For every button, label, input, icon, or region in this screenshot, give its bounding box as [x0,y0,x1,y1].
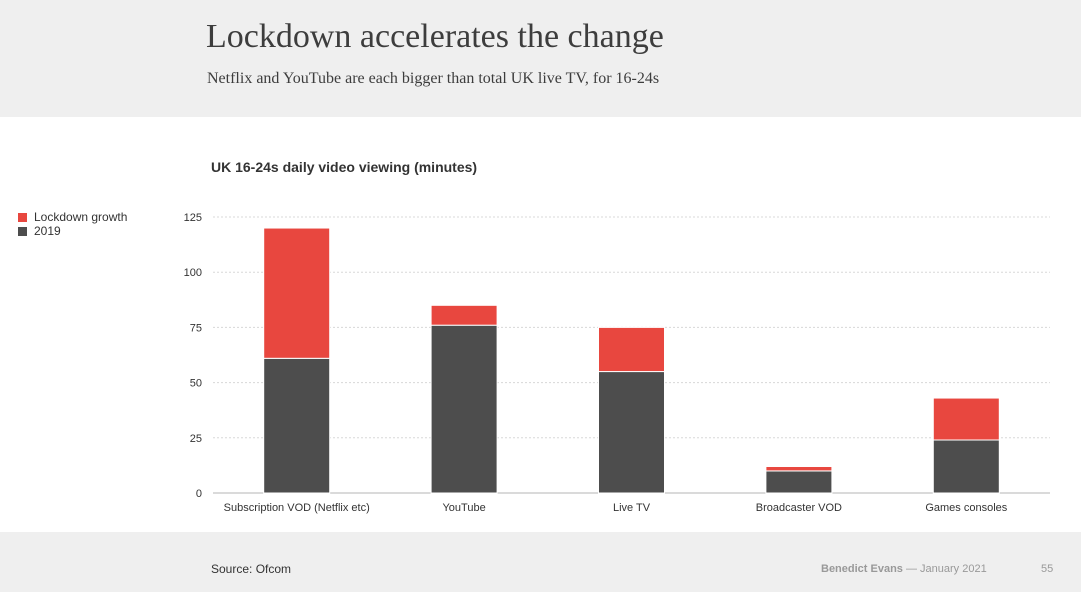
y-tick-label: 50 [190,378,202,390]
bar-2019 [430,324,498,494]
legend-item-lockdown-growth: Lockdown growth [18,210,127,224]
source-note: Source: Ofcom [211,562,292,576]
stacked-bar-chart: 0 25 50 75 100 125 Subscription VOD (Netflix e… [184,212,1050,514]
y-tick-label: 75 [190,322,202,334]
bar-lockdown-growth [598,326,665,373]
x-tick-label: Subscription VOD (Netflix etc) [224,502,370,514]
chart-title: UK 16-24s daily video viewing (minutes) [211,159,478,175]
x-tick-label: Live TV [613,502,651,514]
y-tick-label: 100 [184,267,202,279]
bar-lockdown-growth [765,466,833,472]
y-tick-label: 125 [184,212,202,224]
legend-swatch-2019 [18,226,27,236]
bar-2019 [765,470,833,494]
author-name: Benedict Evans [821,563,903,575]
slide-title: Lockdown accelerates the change [206,18,664,55]
x-tick-label: YouTube [442,502,485,514]
x-tick-label: Games consoles [925,502,1007,514]
legend-label-lockdown-growth: Lockdown growth [34,210,128,224]
bar-2019 [932,439,1000,494]
bar-2019 [598,371,665,494]
legend-label-2019: 2019 [34,224,61,238]
y-tick-label: 0 [196,488,202,500]
chart-legend: Lockdown growth 2019 [18,210,127,238]
legend-swatch-lockdown-growth [18,212,27,222]
bar-2019 [263,357,331,494]
credit-date: January 2021 [920,563,987,575]
bar-lockdown-growth [932,397,1000,441]
bar-lockdown-growth [430,304,498,326]
y-tick-label: 25 [190,433,202,445]
x-tick-label: Broadcaster VOD [756,502,842,514]
credit: Benedict Evans — January 2021 [821,563,987,575]
slide-subtitle: Netflix and YouTube are each bigger than… [207,70,660,87]
page-number: 55 [1041,563,1054,575]
bar-lockdown-growth [263,227,331,359]
slide-footer: Source: Ofcom Benedict Evans — January 2… [0,532,1081,592]
legend-item-2019: 2019 [18,224,127,238]
slide-header: Lockdown accelerates the change Netflix … [0,0,1081,117]
credit-separator: — [905,563,917,575]
